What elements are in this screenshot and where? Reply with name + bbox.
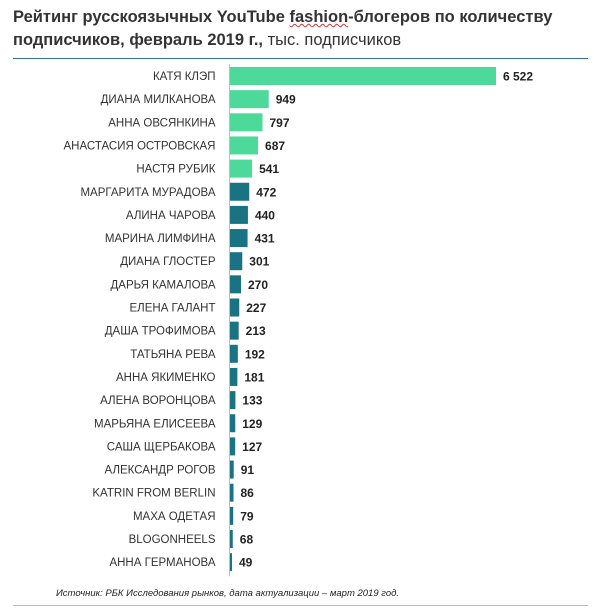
value-label: 6 522	[503, 70, 533, 84]
bar	[230, 506, 234, 525]
category-label: АЛЕКСАНДР РОГОВ	[105, 465, 216, 477]
value-label: 213	[246, 324, 266, 338]
value-label: 68	[240, 533, 254, 547]
value-label: 79	[240, 509, 254, 523]
bar	[230, 298, 240, 317]
value-label: 949	[276, 93, 296, 107]
category-label: МАРГАРИТА МУРАДОВА	[80, 187, 215, 199]
value-label: 431	[255, 232, 275, 246]
bottom-divider	[13, 605, 588, 606]
title-text-2: -блогеров по количеству подписчиков, фев…	[13, 8, 553, 49]
bar	[230, 483, 234, 502]
category-label: МАРЬЯНА ЕЛИСЕЕВА	[94, 418, 216, 430]
category-label: АНАСТАСИЯ ОСТРОВСКАЯ	[64, 140, 216, 152]
title-unit: тыс. подписчиков	[263, 31, 402, 49]
value-label: 301	[249, 255, 269, 269]
category-label: BLOGONHEELS	[129, 534, 216, 546]
bar	[230, 182, 250, 201]
value-label: 440	[255, 208, 275, 222]
bar	[230, 344, 238, 363]
chart-title: Рейтинг русскоязычных YouTube fashion-бл…	[13, 6, 588, 52]
value-label: 227	[246, 301, 266, 315]
title-text-1: Рейтинг русскоязычных YouTube	[13, 8, 290, 26]
category-label: ДИАНА ГЛОСТЕР	[120, 256, 216, 268]
bar	[230, 252, 243, 271]
value-label: 472	[256, 185, 276, 199]
value-label: 86	[241, 486, 255, 500]
value-label: 797	[270, 116, 290, 130]
category-label: МАРИНА ЛИМФИНА	[105, 233, 216, 245]
value-label: 127	[242, 440, 262, 454]
bar	[230, 553, 232, 572]
value-label: 181	[244, 370, 264, 384]
value-label: 133	[242, 394, 262, 408]
bar	[230, 205, 248, 224]
category-label: KATRIN FROM BERLIN	[92, 488, 215, 500]
bar	[230, 159, 253, 178]
value-label: 192	[245, 347, 265, 361]
bar	[230, 367, 238, 386]
category-label: АННА ОВСЯНКИНА	[108, 117, 216, 129]
bar	[230, 113, 263, 132]
category-label: АННА ГЕРМАНОВА	[109, 557, 215, 569]
bar	[230, 229, 248, 248]
bar-chart: КАТЯ КЛЭП 6 522 ДИАНА МИЛКАНОВА 949 АННА ОВС…	[64, 64, 533, 577]
bar	[230, 437, 236, 456]
category-label: КАТЯ КЛЭП	[153, 71, 216, 83]
bar	[230, 136, 259, 155]
category-label: МАХА ОДЕТАЯ	[133, 511, 216, 523]
category-label: АННА ЯКИМЕНКО	[116, 372, 216, 384]
title-underlined-word: fashion	[289, 8, 349, 26]
value-label: 687	[265, 139, 285, 153]
value-label: 541	[259, 162, 279, 176]
bar	[230, 414, 236, 433]
bar	[230, 90, 269, 109]
bar	[230, 275, 242, 294]
value-label: 91	[241, 463, 255, 477]
category-label: ТАТЬЯНА РЕВА	[130, 349, 216, 361]
category-label: САША ЩЕРБАКОВА	[107, 441, 216, 453]
bar	[230, 321, 239, 340]
bar	[230, 67, 496, 85]
title-divider	[13, 58, 588, 59]
bar	[230, 391, 236, 410]
category-label: АЛИНА ЧАРОВА	[126, 210, 216, 222]
source-note: Источник: РБК Исследования рынков, дата …	[56, 588, 400, 599]
value-label: 129	[242, 417, 262, 431]
category-label: ДАША ТРОФИМОВА	[105, 326, 216, 338]
bar	[230, 460, 234, 479]
category-label: ДАРЬЯ КАМАЛОВА	[111, 279, 216, 291]
category-label: ДИАНА МИЛКАНОВА	[101, 94, 216, 106]
value-label: 49	[239, 556, 253, 570]
category-label: АЛЕНА ВОРОНЦОВА	[100, 395, 216, 407]
value-label: 270	[248, 278, 268, 292]
category-label: ЕЛЕНА ГАЛАНТ	[130, 303, 216, 315]
category-label: НАСТЯ РУБИК	[136, 164, 215, 176]
bar	[230, 530, 233, 548]
